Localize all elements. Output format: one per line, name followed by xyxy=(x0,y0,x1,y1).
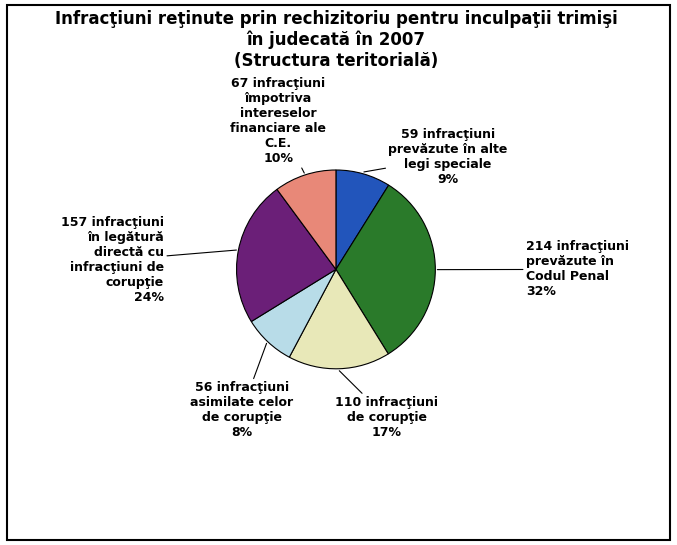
Text: 214 infracţiuni
prevăzute în
Codul Penal
32%: 214 infracţiuni prevăzute în Codul Penal… xyxy=(437,240,629,299)
Text: 157 infracţiuni
în legătură
directă cu
infracţiuni de
corupţie
24%: 157 infracţiuni în legătură directă cu i… xyxy=(61,216,236,304)
Text: 59 infracţiuni
prevăzute în alte
legi speciale
9%: 59 infracţiuni prevăzute în alte legi sp… xyxy=(364,129,508,186)
Wedge shape xyxy=(251,269,336,357)
Text: 56 infracţiuni
asimilate celor
de corupţie
8%: 56 infracţiuni asimilate celor de corupţ… xyxy=(190,343,294,439)
Title: Infracţiuni reţinute prin rechizitoriu pentru inculpaţii trimişi
în judecată în : Infracţiuni reţinute prin rechizitoriu p… xyxy=(55,10,617,70)
Wedge shape xyxy=(236,189,336,322)
Wedge shape xyxy=(336,170,389,269)
Wedge shape xyxy=(289,269,388,369)
Text: 110 infracţiuni
de corupţie
17%: 110 infracţiuni de corupţie 17% xyxy=(335,371,438,439)
Wedge shape xyxy=(277,170,336,269)
Wedge shape xyxy=(336,185,435,354)
Text: 67 infracţiuni
împotriva
intereselor
financiare ale
C.E.
10%: 67 infracţiuni împotriva intereselor fin… xyxy=(230,77,326,173)
